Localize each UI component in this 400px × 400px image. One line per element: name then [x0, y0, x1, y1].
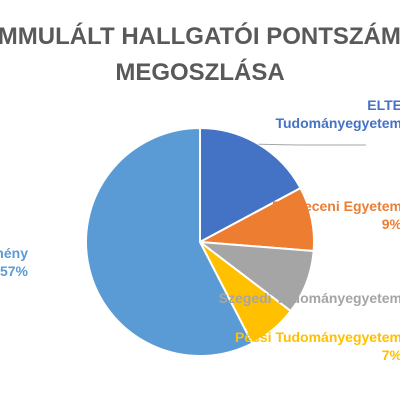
pie-slice-4: [85, 126, 254, 357]
chart-title-line-1: KUMMULÁLT HALLGATÓI PONTSZÁMOK: [0, 22, 400, 50]
slice-label-1-line-1: 9%: [382, 216, 400, 232]
slice-label-1-line-0: Debreceni Egyetem: [272, 198, 400, 214]
slice-label-2-line-0: Szegedi Tudományegyetem: [219, 290, 400, 306]
slice-label-0-line-0: ELTE: [367, 97, 400, 113]
leader-line-0: [258, 143, 366, 146]
pie-slice-0: [199, 126, 302, 244]
leader-lines: [258, 143, 366, 146]
pie-slices: [85, 126, 315, 357]
slice-label-4-line-0: Egyéb intézmény: [0, 245, 28, 261]
slice-labels: ELTE Tudományegyetem Debreceni Egyetem 9% Sz…: [0, 97, 400, 363]
slice-label-0-line-1: Tudományegyetem: [275, 115, 400, 131]
chart-title-line-2: MEGOSZLÁSA: [115, 58, 284, 86]
slice-label-4-line-1: 57%: [0, 263, 29, 279]
slice-label-3-line-1: 7%: [382, 347, 400, 363]
slice-label-3-line-0: Pécsi Tudományegyetem: [235, 329, 400, 345]
